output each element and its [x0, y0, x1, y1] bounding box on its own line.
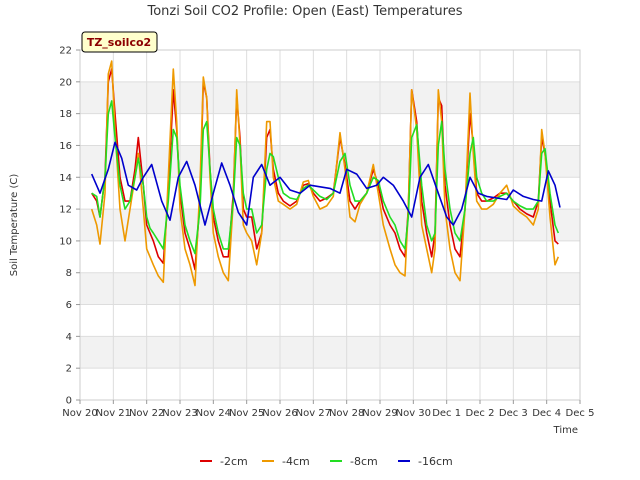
series-line-4cm — [90, 60, 560, 287]
x-tick-label: Nov 28 — [329, 408, 364, 419]
y-tick-label: 16 — [59, 141, 72, 152]
x-tick-label: Nov 21 — [96, 408, 131, 419]
x-tick-label: Nov 26 — [262, 408, 297, 419]
plot-band — [80, 209, 580, 241]
legend-label: -4cm — [282, 455, 310, 468]
gridlines — [79, 49, 581, 401]
y-tick-label: 12 — [59, 205, 72, 216]
x-tick-label: Dec 2 — [466, 408, 495, 419]
x-tick-label: Nov 24 — [196, 408, 231, 419]
y-tick-label: 4 — [66, 332, 72, 343]
x-tick-label: Dec 3 — [499, 408, 528, 419]
x-tick-label: Dec 1 — [432, 408, 461, 419]
tag-box: TZ_soilco2 — [81, 31, 158, 53]
x-tick-label: Dec 5 — [566, 408, 595, 419]
tag-label: TZ_soilco2 — [87, 36, 151, 49]
plot-band — [80, 336, 580, 369]
legend-label: -8cm — [350, 455, 378, 468]
y-tick-label: 6 — [66, 300, 72, 311]
chart-title: Tonzi Soil CO2 Profile: Open (East) Temp… — [146, 4, 462, 19]
y-axis: 0 2 4 6 8 10 12 14 16 18 20 22 — [59, 46, 80, 407]
y-tick-label: 0 — [66, 396, 72, 407]
plot-band — [80, 145, 580, 178]
x-tick-label: Dec 4 — [532, 408, 561, 419]
plot-band — [80, 272, 580, 305]
plot-band — [80, 368, 580, 400]
x-tick-label: Nov 30 — [396, 408, 431, 419]
x-tick-label: Nov 22 — [129, 408, 164, 419]
legend: -2cm -4cm -8cm -16cm — [200, 455, 453, 468]
series-line-16cm — [90, 141, 561, 226]
x-tick-label: Nov 29 — [362, 408, 397, 419]
legend-label: -16cm — [418, 455, 453, 468]
x-tick-label: Nov 20 — [62, 408, 97, 419]
plot-band — [80, 304, 580, 337]
plot-band — [80, 50, 580, 82]
y-tick-label: 14 — [59, 173, 72, 184]
plot-area — [79, 49, 581, 401]
y-tick-label: 22 — [59, 46, 72, 57]
y-tick-label: 8 — [66, 268, 72, 279]
x-tick-label: Nov 25 — [229, 408, 264, 419]
plot-bands — [80, 50, 580, 400]
x-tick-label: Nov 23 — [162, 408, 197, 419]
plot-band — [80, 81, 580, 114]
x-tick-label: Nov 27 — [296, 408, 331, 419]
plot-band — [80, 113, 580, 146]
y-tick-label: 2 — [66, 364, 72, 375]
series-lines — [90, 60, 561, 287]
y-axis-label: Soil Temperature (C) — [9, 174, 20, 277]
y-tick-label: 18 — [59, 109, 72, 120]
y-tick-label: 10 — [59, 236, 72, 247]
x-axis-label: Time — [553, 425, 578, 436]
legend-label: -2cm — [220, 455, 248, 468]
y-tick-label: 20 — [59, 77, 72, 88]
series-line-8cm — [91, 100, 560, 255]
